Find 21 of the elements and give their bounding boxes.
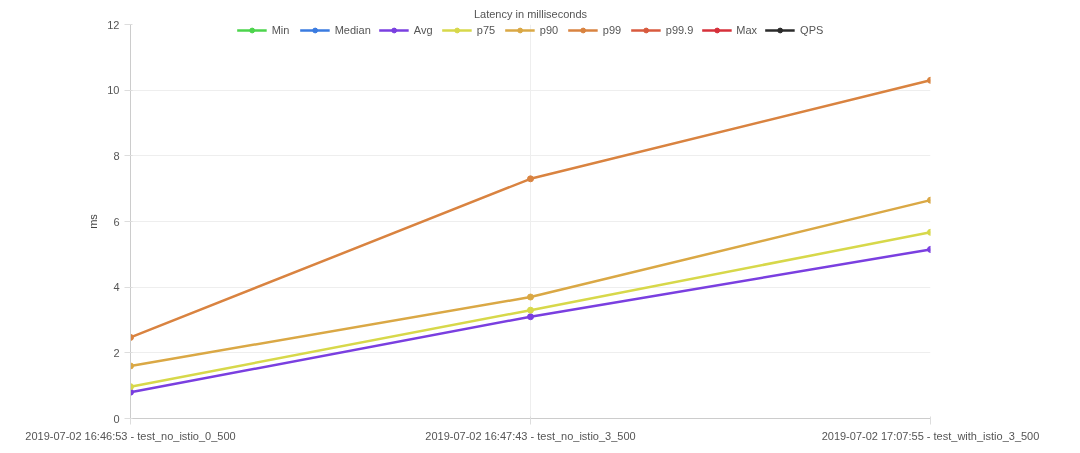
y-tick-label: 12 <box>107 18 120 31</box>
x-tick-label: 2019-07-02 17:07:55 - test_with_istio_3_500 <box>821 429 1040 442</box>
legend-label: Max <box>736 24 758 36</box>
legend-label: Median <box>334 24 371 36</box>
y-tick-label: 10 <box>107 84 120 97</box>
y-tick-label: 8 <box>113 149 120 162</box>
y-axis-title: ms <box>87 213 100 229</box>
legend-label: Avg <box>413 24 434 36</box>
legend-label: QPS <box>800 24 824 36</box>
y-tick-label: 0 <box>113 412 120 425</box>
x-tick-label: 2019-07-02 16:46:53 - test_no_istio_0_500 <box>25 429 236 442</box>
y-tick-label: 4 <box>113 281 120 294</box>
legend-label: p99.9 <box>665 24 694 36</box>
chart-title: Latency in milliseconds <box>473 7 588 20</box>
y-tick-label: 6 <box>113 215 120 228</box>
legend-label: p90 <box>539 24 560 36</box>
y-tick-label: 2 <box>113 346 120 359</box>
x-tick-label: 2019-07-02 16:47:43 - test_no_istio_3_500 <box>425 429 636 442</box>
legend-label: p99 <box>602 24 623 36</box>
legend-label: p75 <box>476 24 497 36</box>
legend-label: Min <box>271 24 291 36</box>
